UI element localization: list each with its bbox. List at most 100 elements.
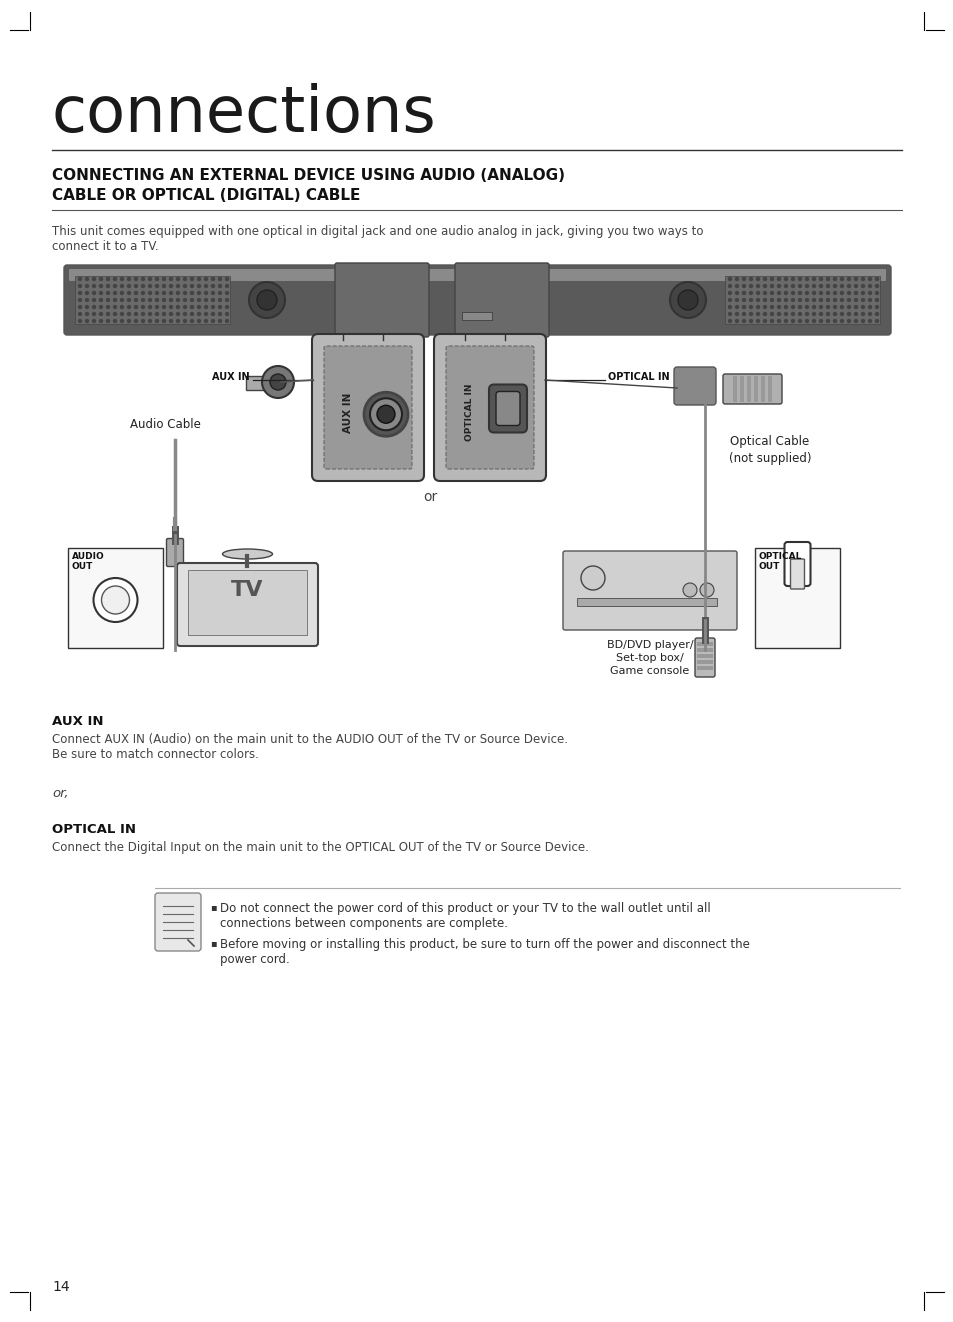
Circle shape: [861, 291, 863, 295]
Circle shape: [861, 299, 863, 301]
Circle shape: [204, 305, 208, 308]
Circle shape: [86, 299, 89, 301]
Circle shape: [107, 305, 110, 308]
Circle shape: [113, 312, 116, 316]
Circle shape: [678, 290, 698, 309]
Text: Before moving or installing this product, be sure to turn off the power and disc: Before moving or installing this product…: [220, 939, 749, 951]
Bar: [740, 375, 743, 402]
Bar: [724, 276, 879, 324]
Circle shape: [78, 312, 81, 316]
Text: CONNECTING AN EXTERNAL DEVICE USING AUDIO (ANALOG): CONNECTING AN EXTERNAL DEVICE USING AUDI…: [52, 168, 564, 182]
Circle shape: [141, 284, 144, 287]
Circle shape: [204, 284, 208, 287]
Circle shape: [741, 291, 744, 295]
FancyBboxPatch shape: [489, 385, 526, 432]
Circle shape: [756, 305, 759, 308]
Circle shape: [92, 312, 95, 316]
Circle shape: [875, 291, 878, 295]
Text: connections between components are complete.: connections between components are compl…: [220, 917, 507, 929]
Circle shape: [141, 278, 144, 280]
Circle shape: [113, 278, 116, 280]
FancyBboxPatch shape: [695, 639, 714, 677]
Circle shape: [812, 320, 815, 323]
Circle shape: [149, 291, 152, 295]
Circle shape: [197, 312, 200, 316]
Text: OPTICAL IN: OPTICAL IN: [607, 371, 669, 382]
Circle shape: [777, 320, 780, 323]
Circle shape: [107, 291, 110, 295]
Circle shape: [225, 278, 229, 280]
Circle shape: [846, 291, 850, 295]
Circle shape: [854, 278, 857, 280]
Circle shape: [867, 291, 871, 295]
Circle shape: [804, 299, 807, 301]
Circle shape: [770, 278, 773, 280]
Circle shape: [804, 284, 807, 287]
FancyBboxPatch shape: [790, 559, 803, 590]
Bar: [767, 375, 771, 402]
Circle shape: [149, 278, 152, 280]
Circle shape: [728, 305, 731, 308]
FancyBboxPatch shape: [69, 268, 885, 282]
Circle shape: [120, 278, 123, 280]
Circle shape: [86, 278, 89, 280]
Circle shape: [854, 305, 857, 308]
Circle shape: [749, 278, 752, 280]
Circle shape: [825, 284, 828, 287]
Circle shape: [756, 312, 759, 316]
Circle shape: [249, 282, 285, 319]
Circle shape: [218, 320, 221, 323]
Circle shape: [846, 278, 850, 280]
Circle shape: [212, 284, 214, 287]
Circle shape: [812, 278, 815, 280]
Circle shape: [875, 320, 878, 323]
Circle shape: [854, 320, 857, 323]
Circle shape: [86, 284, 89, 287]
Circle shape: [191, 312, 193, 316]
Circle shape: [833, 305, 836, 308]
Text: AUX IN: AUX IN: [213, 371, 250, 382]
Circle shape: [777, 278, 780, 280]
Circle shape: [735, 312, 738, 316]
Circle shape: [741, 320, 744, 323]
Circle shape: [840, 278, 842, 280]
Circle shape: [812, 291, 815, 295]
Circle shape: [825, 299, 828, 301]
Circle shape: [120, 320, 123, 323]
Circle shape: [756, 278, 759, 280]
Circle shape: [128, 278, 131, 280]
Circle shape: [113, 320, 116, 323]
Text: connect it to a TV.: connect it to a TV.: [52, 241, 158, 253]
Circle shape: [176, 291, 179, 295]
Circle shape: [762, 320, 765, 323]
Bar: [746, 375, 750, 402]
Circle shape: [735, 284, 738, 287]
Circle shape: [99, 299, 102, 301]
Bar: [732, 375, 737, 402]
FancyBboxPatch shape: [455, 263, 548, 337]
Circle shape: [170, 320, 172, 323]
Text: AUDIO
OUT: AUDIO OUT: [71, 553, 105, 571]
Text: TV: TV: [231, 580, 263, 600]
Circle shape: [825, 305, 828, 308]
Circle shape: [861, 284, 863, 287]
Circle shape: [777, 291, 780, 295]
Text: OPTICAL IN: OPTICAL IN: [465, 383, 474, 442]
Text: Optical Cable
(not supplied): Optical Cable (not supplied): [728, 435, 810, 465]
Text: ▪: ▪: [210, 902, 216, 912]
Circle shape: [141, 299, 144, 301]
Circle shape: [833, 291, 836, 295]
Circle shape: [128, 299, 131, 301]
Circle shape: [218, 278, 221, 280]
Circle shape: [78, 299, 81, 301]
Circle shape: [141, 305, 144, 308]
Text: Connect the Digital Input on the main unit to the OPTICAL OUT of the TV or Sourc: Connect the Digital Input on the main un…: [52, 841, 588, 854]
Circle shape: [149, 305, 152, 308]
Circle shape: [728, 278, 731, 280]
Circle shape: [867, 305, 871, 308]
Circle shape: [270, 374, 286, 390]
Circle shape: [867, 299, 871, 301]
Circle shape: [804, 291, 807, 295]
Circle shape: [735, 278, 738, 280]
Circle shape: [770, 299, 773, 301]
